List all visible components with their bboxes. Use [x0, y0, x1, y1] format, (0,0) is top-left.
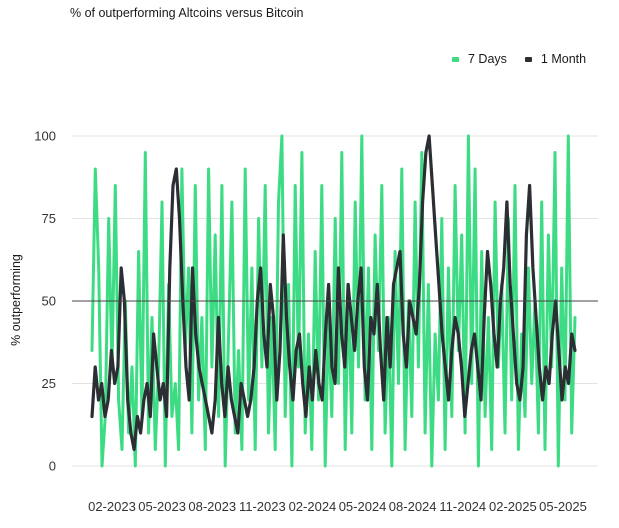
- chart-title: % of outperforming Altcoins versus Bitco…: [70, 6, 304, 20]
- legend-label-1-month: 1 Month: [540, 52, 587, 66]
- x-tick-label: 02-2024: [289, 499, 337, 514]
- legend-item-7-days: 7 Days: [452, 52, 507, 66]
- legend-swatch-1-month: [524, 56, 532, 62]
- x-tick-label: 05-2023: [138, 499, 186, 514]
- legend-item-1-month: 1 Month: [524, 52, 587, 66]
- x-tick-label: 08-2024: [389, 499, 437, 514]
- legend-label-7-days: 7 Days: [468, 52, 507, 66]
- x-tick-label: 05-2024: [339, 499, 387, 514]
- x-tick-label: 02-2025: [489, 499, 537, 514]
- y-tick-label: 50: [42, 294, 56, 309]
- legend-swatch-7-days: [452, 56, 459, 62]
- y-tick-label: 0: [49, 459, 56, 474]
- y-tick-labels: 0 25 50 75 100: [34, 129, 56, 474]
- x-tick-label: 11-2024: [439, 499, 486, 514]
- series-line-7-days: [90, 134, 577, 468]
- x-tick-label: 02-2023: [88, 499, 136, 514]
- series-layer: [90, 134, 577, 468]
- y-tick-label: 100: [34, 129, 56, 144]
- x-tick-label: 11-2023: [239, 499, 286, 514]
- series-line-1-month: [90, 134, 577, 452]
- x-tick-label: 05-2025: [539, 499, 587, 514]
- y-tick-label: 25: [42, 376, 56, 391]
- x-tick-labels: 02-2023 05-2023 08-2023 11-2023 02-2024 05-20…: [88, 499, 587, 514]
- x-tick-label: 08-2023: [188, 499, 236, 514]
- legend: 7 Days 1 Month: [452, 52, 586, 66]
- y-tick-label: 75: [42, 211, 56, 226]
